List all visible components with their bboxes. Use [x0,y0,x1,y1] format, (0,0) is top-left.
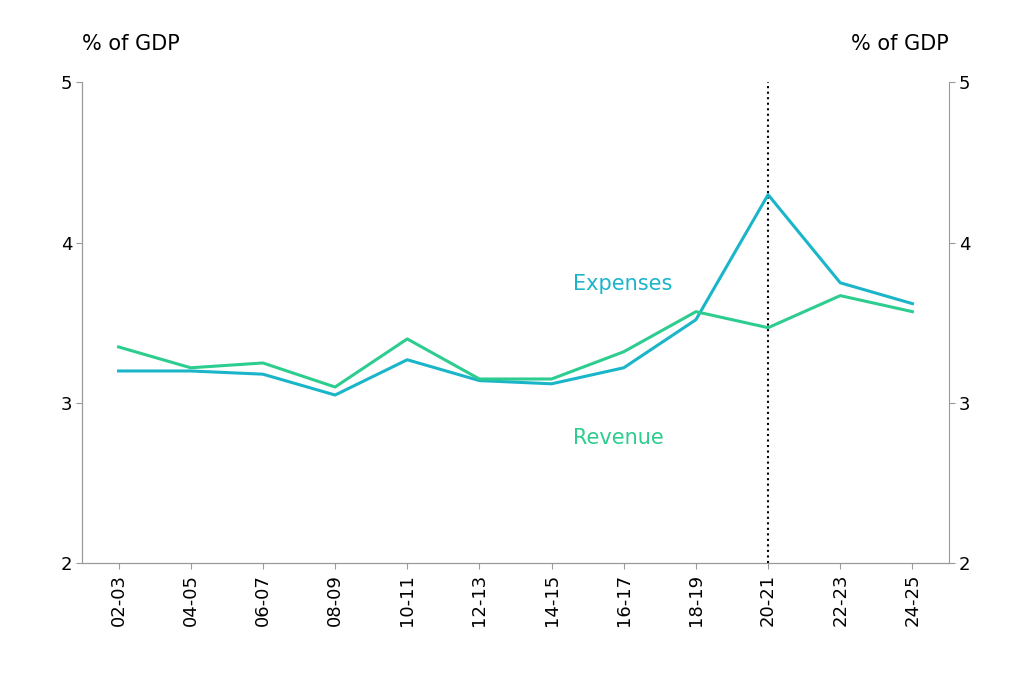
Text: Expenses: Expenses [573,274,672,295]
Text: Revenue: Revenue [573,428,664,449]
Text: % of GDP: % of GDP [82,34,180,54]
Text: % of GDP: % of GDP [851,34,949,54]
